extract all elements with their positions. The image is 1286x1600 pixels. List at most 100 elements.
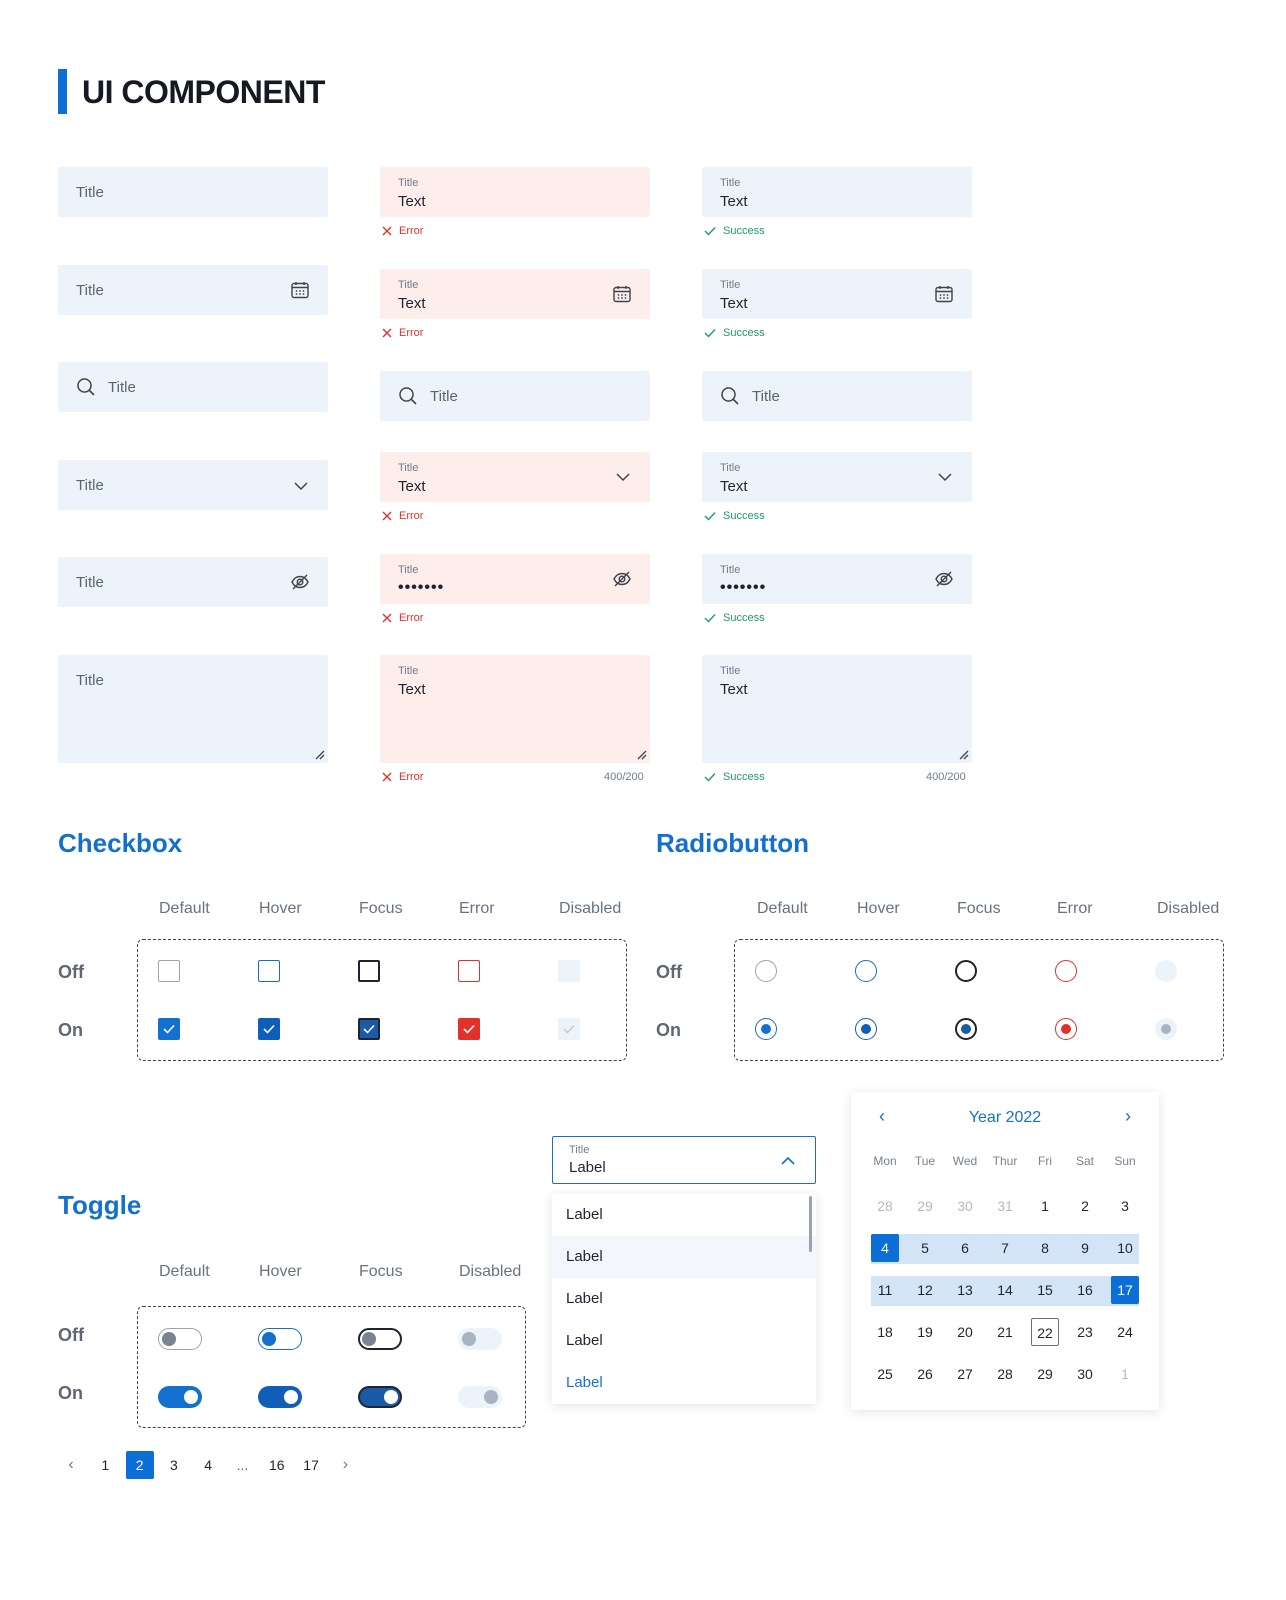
calendar-day[interactable]: 19 <box>917 1324 933 1340</box>
radio-on-hover[interactable] <box>855 1018 877 1040</box>
calendar-day[interactable]: 30 <box>1077 1366 1093 1382</box>
pagination-page[interactable]: 2 <box>125 1451 154 1479</box>
pagination-page[interactable]: 16 <box>269 1457 285 1473</box>
calendar-day[interactable]: 30 <box>957 1198 973 1214</box>
select-error[interactable]: Title Text <box>380 452 650 502</box>
date-input-success[interactable]: Title Text <box>702 269 972 319</box>
calendar-day[interactable]: 7 <box>1001 1240 1009 1256</box>
password-input-success[interactable]: Title ••••••• <box>702 554 972 604</box>
radio-on-focus[interactable] <box>955 1018 977 1040</box>
calendar-day[interactable]: 28 <box>997 1366 1013 1382</box>
checkbox-on-hover[interactable] <box>258 1018 280 1040</box>
calendar-day[interactable]: 12 <box>917 1282 933 1298</box>
radio-col-default: Default <box>757 900 808 917</box>
calendar-day[interactable]: 27 <box>957 1366 973 1382</box>
radio-off-hover[interactable] <box>855 960 877 982</box>
radio-off-focus[interactable] <box>955 960 977 982</box>
text-input-success[interactable]: Title Text <box>702 167 972 217</box>
calendar-day[interactable]: 21 <box>997 1324 1013 1340</box>
textarea-error[interactable]: Title Text <box>380 655 650 763</box>
checkbox-off-hover[interactable] <box>258 960 280 982</box>
calendar-day[interactable]: 11 <box>877 1282 893 1298</box>
calendar-day[interactable]: 2 <box>1081 1198 1089 1214</box>
checkbox-on-default[interactable] <box>158 1018 180 1040</box>
toggle-off-hover[interactable] <box>258 1328 302 1350</box>
radio-on-default[interactable] <box>755 1018 777 1040</box>
date-input-default[interactable]: Title <box>58 265 328 315</box>
radio-off-default[interactable] <box>755 960 777 982</box>
search-input-focus[interactable]: Title <box>702 371 972 421</box>
date-input-error[interactable]: Title Text <box>380 269 650 319</box>
checkbox-off-error[interactable] <box>458 960 480 982</box>
calendar-weekday: Fri <box>1038 1154 1052 1168</box>
calendar-day[interactable]: 18 <box>877 1324 893 1340</box>
checkbox-on-focus[interactable] <box>358 1018 380 1040</box>
dropdown-option-hovered[interactable]: Label <box>552 1236 816 1278</box>
pagination-page[interactable]: 17 <box>303 1457 319 1473</box>
calendar-day[interactable]: 24 <box>1117 1324 1133 1340</box>
calendar-day[interactable]: 4 <box>871 1234 899 1262</box>
text-input-error[interactable]: Title Text <box>380 167 650 217</box>
textarea-default[interactable]: Title <box>58 655 328 763</box>
checkbox-off-focus[interactable] <box>358 960 380 982</box>
calendar-day[interactable]: 16 <box>1077 1282 1093 1298</box>
chevron-left-icon[interactable]: ‹ <box>879 1106 885 1126</box>
calendar-day[interactable]: 14 <box>997 1282 1013 1298</box>
pagination-page[interactable]: 3 <box>169 1457 178 1473</box>
password-input-default[interactable]: Title <box>58 557 328 607</box>
calendar-day[interactable]: 3 <box>1121 1198 1129 1214</box>
radio-off-error[interactable] <box>1055 960 1077 982</box>
calendar-day[interactable]: 20 <box>957 1324 973 1340</box>
calendar-day[interactable]: 26 <box>917 1366 933 1382</box>
calendar-weekday: Sun <box>1114 1154 1136 1168</box>
textarea-success[interactable]: Title Text <box>702 655 972 763</box>
calendar-day[interactable]: 6 <box>961 1240 969 1256</box>
calendar-day[interactable]: 10 <box>1117 1240 1133 1256</box>
toggle-off-default[interactable] <box>158 1328 202 1350</box>
calendar-day[interactable]: 9 <box>1081 1240 1089 1256</box>
calendar-day[interactable]: 28 <box>877 1198 893 1214</box>
calendar-day[interactable]: 1 <box>1121 1366 1129 1382</box>
calendar-weekday: Mon <box>873 1154 897 1168</box>
char-counter: 400/200 <box>926 771 966 783</box>
dropdown-select-open[interactable]: Title Label <box>552 1136 816 1184</box>
toggle-on-focus[interactable] <box>358 1386 402 1408</box>
toggle-on-hover[interactable] <box>258 1386 302 1408</box>
radio-on-error[interactable] <box>1055 1018 1077 1040</box>
calendar-day[interactable]: 13 <box>957 1282 973 1298</box>
check-icon <box>363 1024 375 1034</box>
calendar-day[interactable]: 1 <box>1041 1198 1049 1214</box>
char-counter: 400/200 <box>604 771 644 783</box>
select-success[interactable]: Title Text <box>702 452 972 502</box>
calendar-day[interactable]: 5 <box>921 1240 929 1256</box>
checkbox-off-default[interactable] <box>158 960 180 982</box>
chevron-right-icon[interactable]: › <box>342 1456 349 1473</box>
close-icon <box>382 328 392 338</box>
calendar-day[interactable]: 15 <box>1037 1282 1053 1298</box>
checkbox-on-error[interactable] <box>458 1018 480 1040</box>
pagination-page[interactable]: 4 <box>204 1457 213 1473</box>
toggle-on-default[interactable] <box>158 1386 202 1408</box>
calendar-day[interactable]: 29 <box>1037 1366 1053 1382</box>
calendar-day[interactable]: 22 <box>1031 1318 1059 1346</box>
search-input-default[interactable]: Title <box>58 362 328 412</box>
chevron-right-icon[interactable]: › <box>1125 1106 1131 1126</box>
dropdown-option[interactable]: Label <box>566 1290 603 1307</box>
password-input-error[interactable]: Title ••••••• <box>380 554 650 604</box>
dropdown-scrollbar[interactable] <box>809 1196 812 1252</box>
dropdown-option-selected[interactable]: Label <box>566 1374 603 1391</box>
calendar-day[interactable]: 25 <box>877 1366 893 1382</box>
calendar-day[interactable]: 31 <box>997 1198 1013 1214</box>
calendar-day[interactable]: 8 <box>1041 1240 1049 1256</box>
dropdown-option[interactable]: Label <box>566 1332 603 1349</box>
search-input-hover[interactable]: Title <box>380 371 650 421</box>
dropdown-option[interactable]: Label <box>566 1206 603 1223</box>
text-input-default[interactable]: Title <box>58 167 328 217</box>
select-default[interactable]: Title <box>58 460 328 510</box>
calendar-day[interactable]: 29 <box>917 1198 933 1214</box>
pagination-page[interactable]: 1 <box>101 1457 110 1473</box>
toggle-off-focus[interactable] <box>358 1328 402 1350</box>
chevron-left-icon[interactable]: ‹ <box>68 1456 74 1473</box>
calendar-day[interactable]: 23 <box>1077 1324 1093 1340</box>
calendar-day[interactable]: 17 <box>1111 1276 1139 1304</box>
